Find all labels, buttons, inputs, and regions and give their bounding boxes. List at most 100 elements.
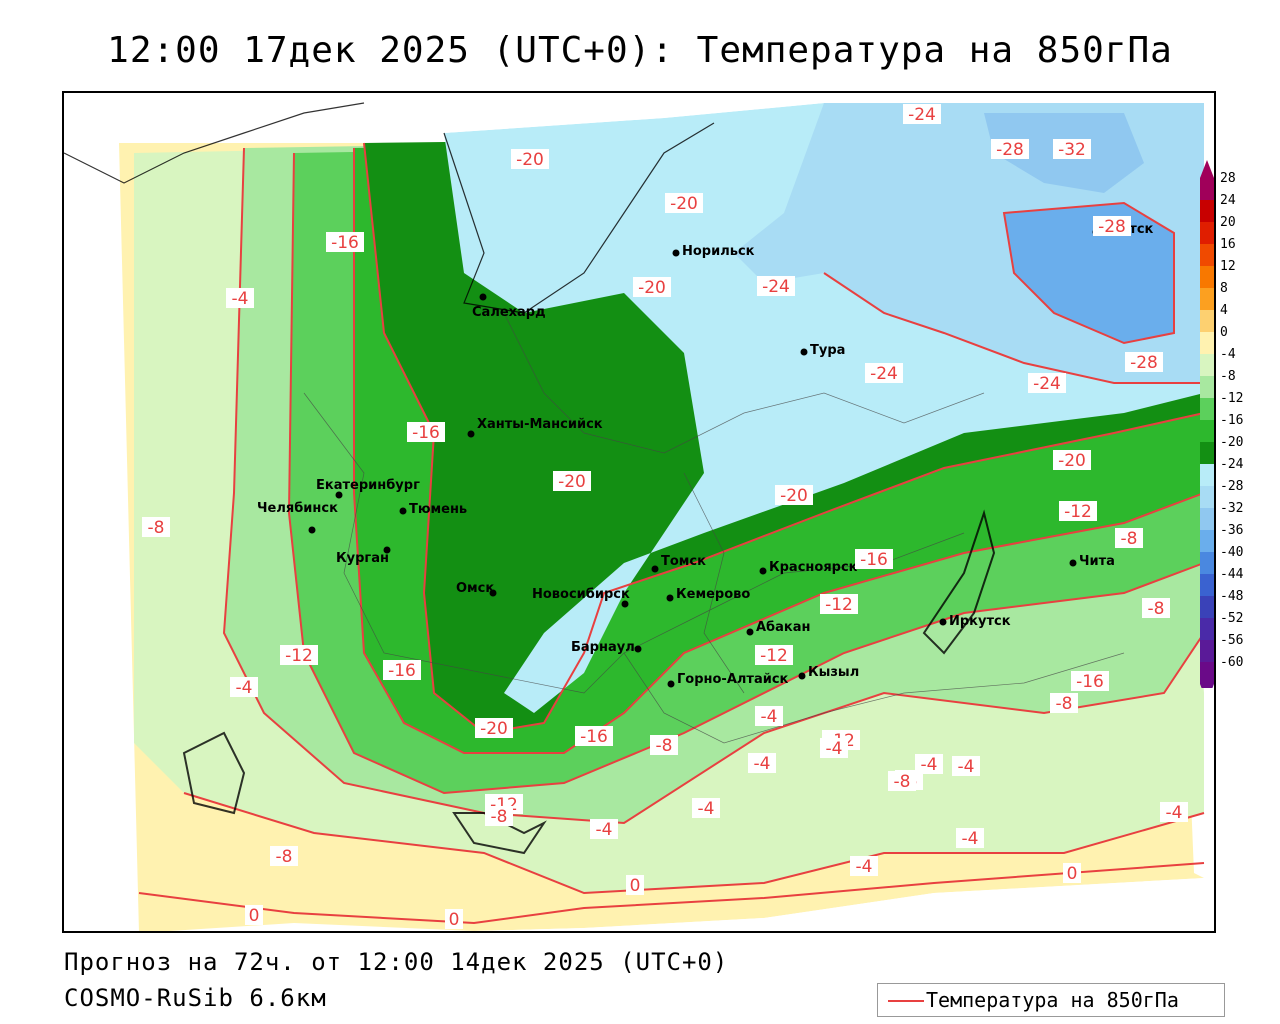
isotherm-label: -4 bbox=[590, 819, 618, 840]
isotherm-label: -8 bbox=[270, 846, 298, 867]
city-kyzyl[interactable]: Кызыл bbox=[798, 665, 860, 680]
isotherm-value: -20 bbox=[780, 486, 808, 506]
isotherm-label: -12 bbox=[755, 645, 793, 666]
city-chelyabinsk[interactable]: Челябинск bbox=[257, 501, 338, 534]
city-tura[interactable]: Тура bbox=[800, 343, 846, 358]
isotherm-label: 0 bbox=[1063, 863, 1081, 884]
city-irkutsk[interactable]: Иркутск bbox=[939, 614, 1011, 629]
isotherm-value: -20 bbox=[558, 472, 586, 492]
isotherm-value: -4 bbox=[761, 707, 778, 727]
city-label: Курган bbox=[336, 551, 389, 566]
isotherm-label: -8 bbox=[1142, 598, 1170, 619]
isotherm-label: -16 bbox=[383, 660, 421, 681]
isotherm-value: -16 bbox=[412, 423, 440, 443]
city-label: Чита bbox=[1079, 554, 1115, 569]
isotherm-value: -8 bbox=[1121, 529, 1138, 549]
isotherm-value: -4 bbox=[596, 820, 613, 840]
city-novosibirsk[interactable]: Новосибирск bbox=[532, 587, 630, 608]
isotherm-label: -4 bbox=[915, 754, 943, 775]
colorbar-tick-label: -44 bbox=[1220, 567, 1244, 582]
isotherm-label: -32 bbox=[1053, 139, 1091, 160]
isotherm-value: -20 bbox=[670, 194, 698, 214]
isotherm-label: 0 bbox=[445, 909, 463, 930]
city-salekhard[interactable]: Салехард bbox=[472, 293, 546, 321]
city-label: Салехард bbox=[472, 305, 546, 320]
city-kurgan[interactable]: Курган bbox=[336, 546, 391, 567]
city-label: Иркутск bbox=[949, 614, 1011, 629]
colorbar-swatch bbox=[1200, 486, 1214, 508]
region-borders bbox=[303, 312, 1125, 744]
isotherm-value: -8 bbox=[148, 518, 165, 538]
isotherm-label: -16 bbox=[1071, 671, 1109, 692]
isotherm-label: -4 bbox=[820, 738, 848, 759]
isotherm-value: -28 bbox=[1098, 217, 1126, 237]
city-krasnoyarsk[interactable]: Красноярск bbox=[759, 560, 858, 575]
isotherm-value: -4 bbox=[698, 799, 715, 819]
coastlines bbox=[64, 102, 996, 855]
isotherm-value: -16 bbox=[580, 727, 608, 747]
colorbar-swatch bbox=[1200, 200, 1214, 222]
city-tyumen[interactable]: Тюмень bbox=[399, 502, 468, 517]
city-chita[interactable]: Чита bbox=[1069, 554, 1115, 569]
isotherm-label: -8 bbox=[650, 735, 678, 756]
isotherm-value: -4 bbox=[958, 757, 975, 777]
isotherm-label: -20 bbox=[665, 193, 703, 214]
forecast-caption: Прогноз на 72ч. от 12:00 14дек 2025 (UTC… bbox=[64, 948, 729, 976]
isotherm-value: -32 bbox=[1058, 140, 1086, 160]
colorbar-tick-label: 0 bbox=[1220, 325, 1228, 340]
colorbar-tick-label: -24 bbox=[1220, 457, 1244, 472]
isotherm-value: 0 bbox=[249, 906, 260, 926]
colorbar-swatch bbox=[1200, 332, 1214, 354]
isotherm-value: -4 bbox=[232, 289, 249, 309]
city-gorno-altaysk[interactable]: Горно-Алтайск bbox=[667, 672, 789, 688]
colorbar-swatch bbox=[1200, 310, 1214, 332]
temperature-map[interactable]: Салехард Норильск Тура Якутск Ханты-Манс… bbox=[62, 91, 1216, 933]
isotherm-label: -8 bbox=[1050, 693, 1078, 714]
isotherm-label: 0 bbox=[245, 905, 263, 926]
city-norilsk[interactable]: Норильск bbox=[672, 244, 755, 259]
isotherm-label: -24 bbox=[757, 276, 795, 297]
isotherm-value: -8 bbox=[656, 736, 673, 756]
city-tomsk[interactable]: Томск bbox=[651, 554, 707, 573]
isotherm-value: -12 bbox=[825, 595, 853, 615]
isotherm-label: 0 bbox=[626, 875, 644, 896]
colorbar-swatch bbox=[1200, 442, 1214, 464]
isotherm-label: -12 bbox=[1059, 501, 1097, 522]
isotherm-label: -4 bbox=[952, 756, 980, 777]
city-label: Ханты-Мансийск bbox=[477, 417, 603, 432]
city-label: Красноярск bbox=[769, 560, 858, 575]
colorbar-tick-label: -56 bbox=[1220, 633, 1243, 648]
city-kemerovo[interactable]: Кемерово bbox=[666, 587, 751, 602]
colorbar-tick-label: 4 bbox=[1220, 303, 1228, 318]
isotherm-value: -8 bbox=[276, 847, 293, 867]
city-yekaterinburg[interactable]: Екатеринбург bbox=[316, 478, 420, 499]
colorbar-tick-label: 16 bbox=[1220, 237, 1236, 252]
colorbar-tick-label: -36 bbox=[1220, 523, 1243, 538]
isotherm-label: -28 bbox=[1093, 216, 1131, 237]
isotherm-label: -4 bbox=[850, 856, 878, 877]
city-khanty-mansiysk[interactable]: Ханты-Мансийск bbox=[467, 417, 603, 438]
colorbar-tick-label: -4 bbox=[1220, 347, 1236, 362]
isotherm-value: -28 bbox=[996, 140, 1024, 160]
isotherm-label: -4 bbox=[1160, 802, 1188, 823]
isotherm-value: -4 bbox=[236, 678, 253, 698]
isotherm-label: -16 bbox=[407, 422, 445, 443]
colorbar-tick-label: -16 bbox=[1220, 413, 1243, 428]
isotherm-label: -4 bbox=[755, 706, 783, 727]
city-barnaul[interactable]: Барнаул bbox=[571, 640, 642, 655]
isotherm-label: -28 bbox=[991, 139, 1029, 160]
colorbar-swatch bbox=[1200, 376, 1214, 398]
isotherm-label: -4 bbox=[748, 753, 776, 774]
city-abakan[interactable]: Абакан bbox=[746, 620, 811, 636]
colorbar-swatch bbox=[1200, 266, 1214, 288]
isotherm-value: -4 bbox=[1166, 803, 1183, 823]
city-label: Новосибирск bbox=[532, 587, 630, 602]
map-canvas: Салехард Норильск Тура Якутск Ханты-Манс… bbox=[64, 93, 1214, 931]
colorbar-tick-label: -12 bbox=[1220, 391, 1243, 406]
isotherm-label: -24 bbox=[903, 104, 941, 125]
colorbar-tick-label: 8 bbox=[1220, 281, 1228, 296]
colorbar-tick-label: 24 bbox=[1220, 193, 1236, 208]
isotherm-value: -24 bbox=[870, 364, 898, 384]
city-omsk[interactable]: Омск bbox=[456, 581, 497, 597]
isotherm-value: -4 bbox=[754, 754, 771, 774]
